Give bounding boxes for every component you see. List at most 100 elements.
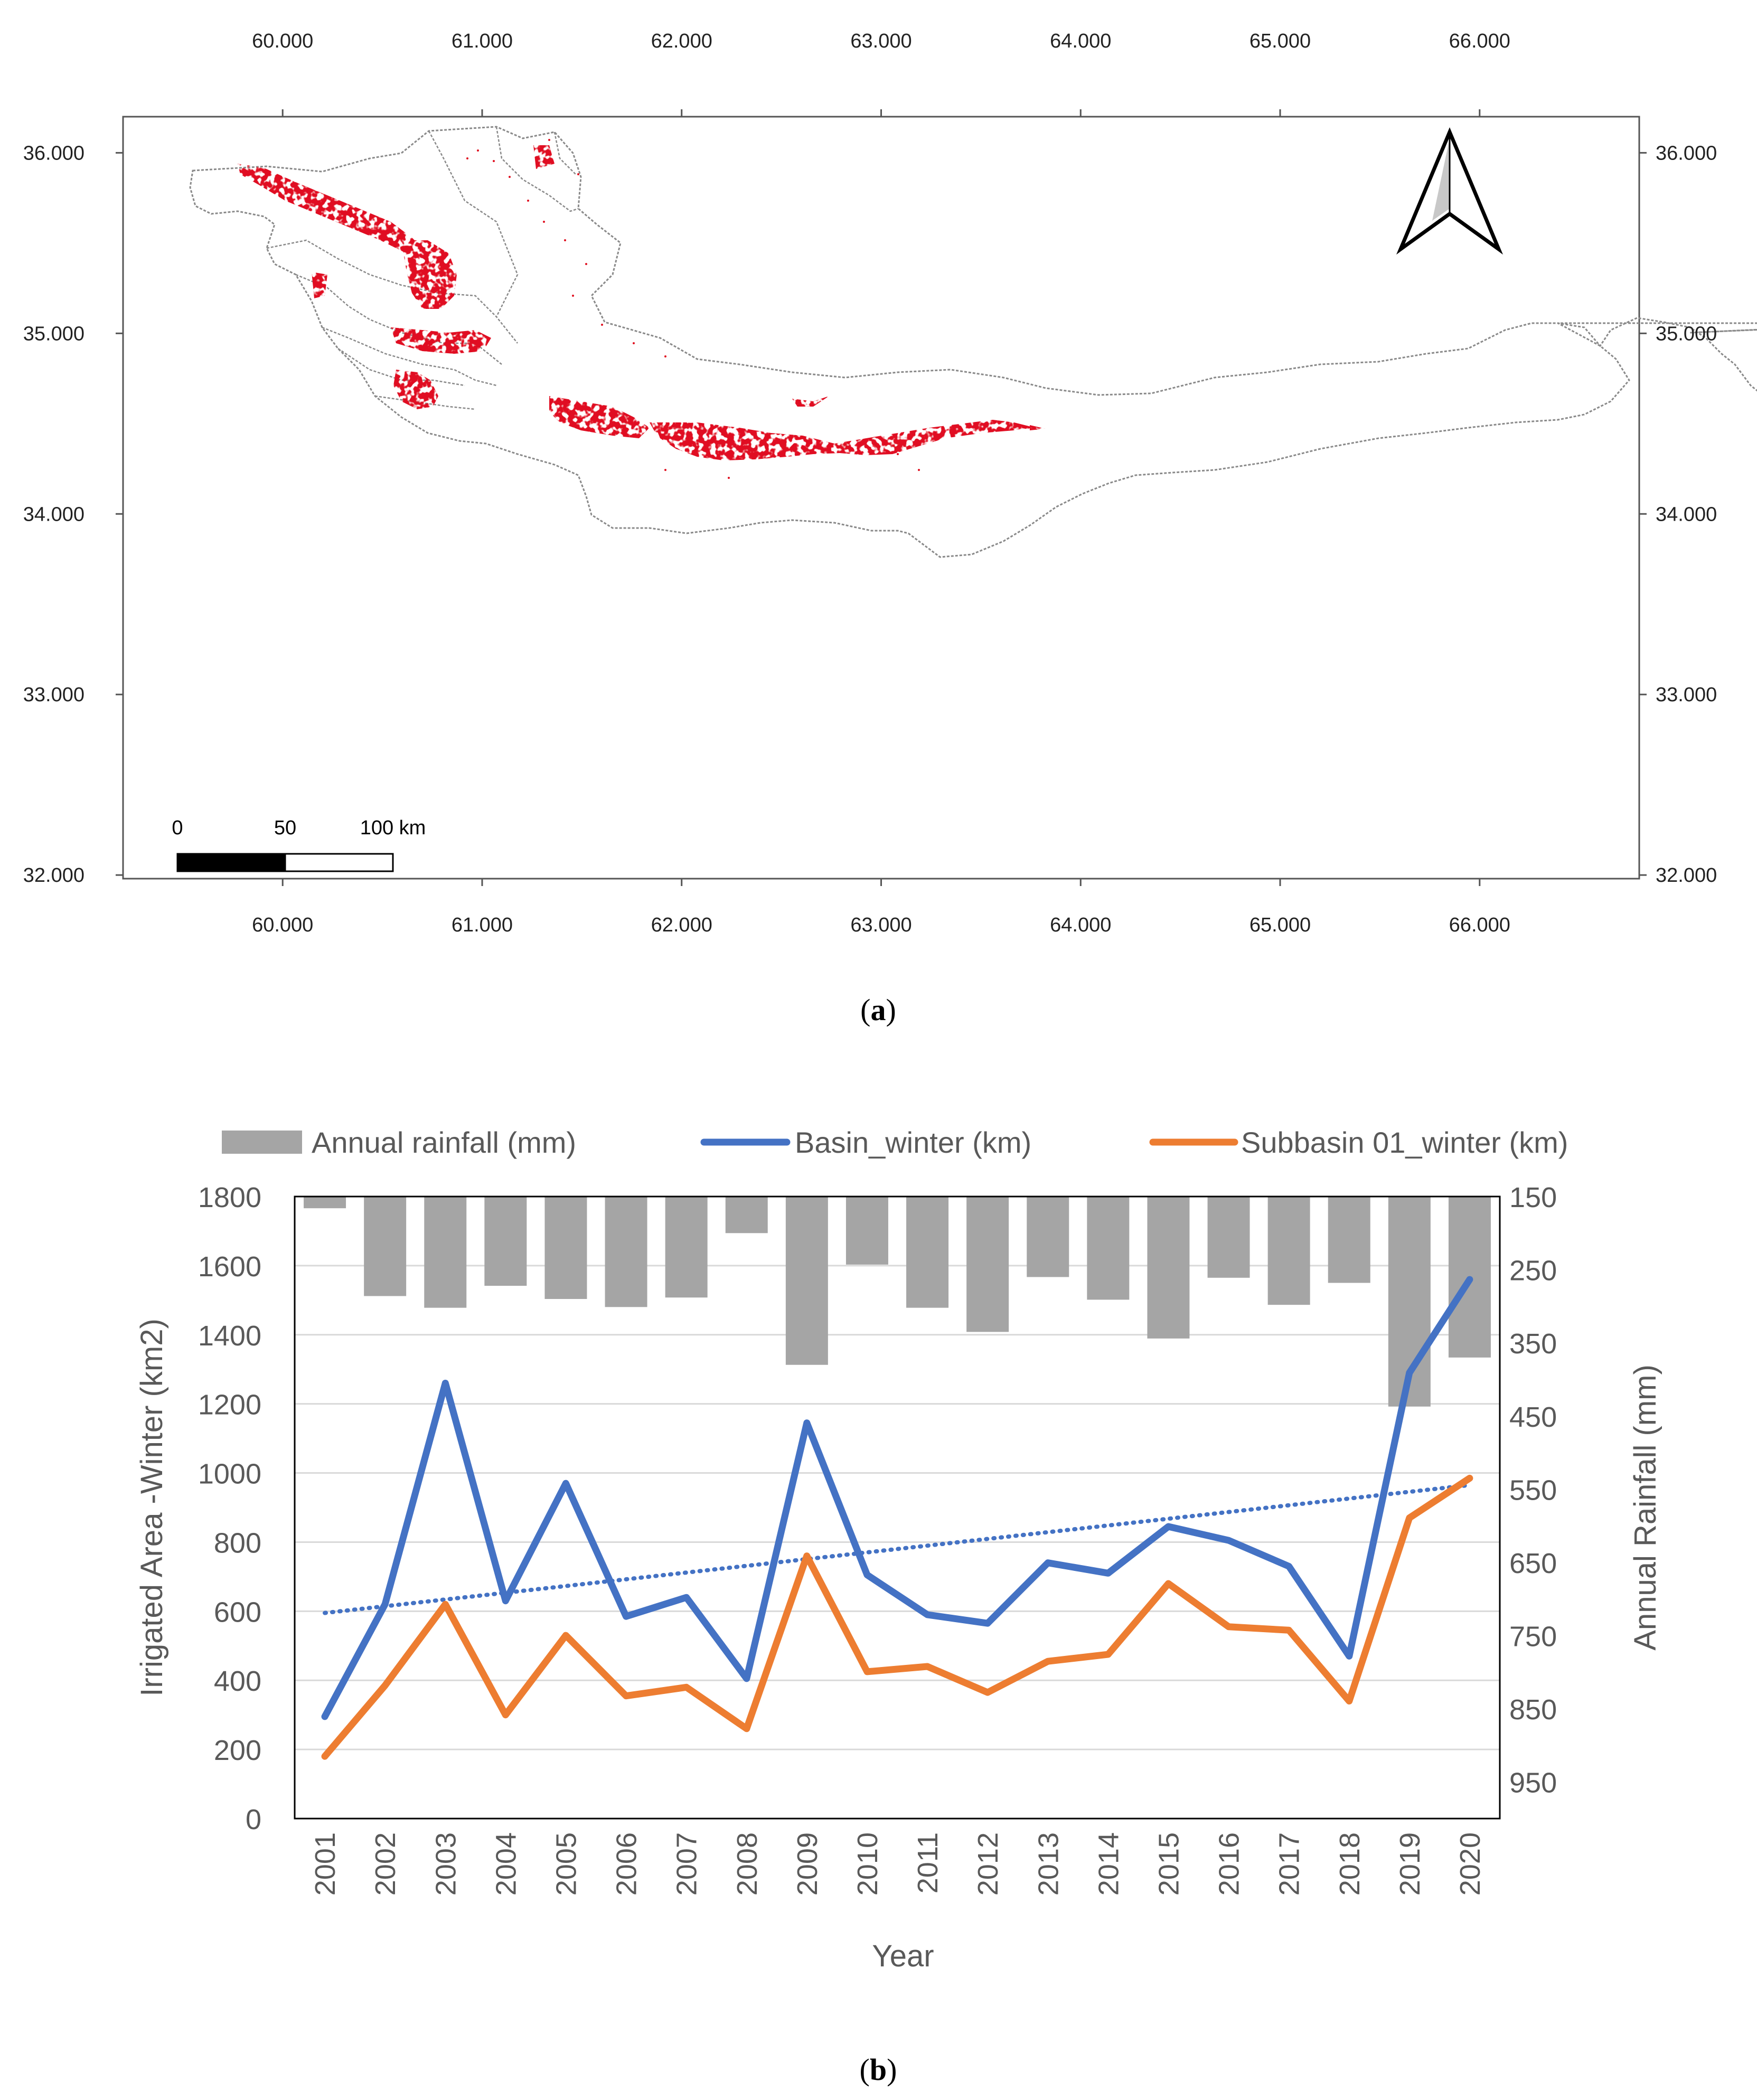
x-tick-label: 2019 [1394,1832,1426,1896]
rainfall-bar [906,1197,949,1308]
y2-tick-label: 350 [1509,1328,1557,1360]
scale-bar: 0 50 100 km [172,817,426,872]
caption-b: (b) [860,2052,897,2087]
y-tick-label: 800 [214,1527,261,1559]
y-tick-label: 1000 [198,1458,261,1490]
rainfall-bar [1027,1197,1069,1277]
rainfall-bar [785,1197,828,1365]
map-y-tick-label-right: 33.000 [1656,684,1717,706]
x-tick-label: 2017 [1274,1832,1305,1896]
scale-label-100-km: 100 km [360,817,426,839]
rainfall-bar [665,1197,708,1298]
map-x-tick-label-top: 65.000 [1249,30,1311,52]
x-axis-title: Year [872,1939,934,1973]
map-y-tick-label-left: 33.000 [23,684,84,706]
rainfall-bar [484,1197,527,1286]
map-y-tick-label-right: 32.000 [1656,864,1717,887]
y2-axis-title: Annual Rainfall (mm) [1628,1364,1662,1651]
y2-tick-label: 450 [1509,1401,1557,1433]
x-tick-label: 2016 [1214,1832,1245,1896]
x-tick-label: 2012 [972,1832,1004,1896]
chart-axes: 0 200 400 600 800 1000 1200 1400 1600 1800 150 250 3… [198,1182,1557,1896]
rainfall-bar [1147,1197,1190,1339]
map-frame [122,116,1640,880]
legend: Annual rainfall (mm) Basin_winter (km) Sub… [222,1126,1568,1159]
legend-label-rainfall: Annual rainfall (mm) [312,1126,576,1159]
map-y-tick-label-left: 35.000 [23,323,84,345]
rainfall-bar [966,1197,1009,1332]
map-y-tick-label-left: 36.000 [23,142,84,164]
rainfall-bar [1267,1197,1310,1305]
map-x-tick-label-bottom: 64.000 [1050,914,1111,936]
plot-area-frame [294,1195,1501,1820]
x-tick-label: 2007 [671,1832,703,1896]
rainfall-bar [424,1197,467,1308]
y2-tick-label: 150 [1509,1182,1557,1213]
map-x-tick-label-top: 64.000 [1050,30,1111,52]
y-tick-label: 1400 [198,1320,261,1352]
y2-tick-label: 850 [1509,1694,1557,1726]
y2-tick-label: 650 [1509,1548,1557,1579]
map-x-tick-label-top: 60.000 [252,30,313,52]
rainfall-bar [544,1197,587,1299]
rainfall-bar [845,1197,888,1265]
rainfall-bar [1207,1197,1250,1278]
y2-tick-label: 750 [1509,1621,1557,1653]
rainfall-bar [364,1197,407,1296]
map-x-tick-label-bottom: 65.000 [1249,914,1311,936]
y2-tick-label: 950 [1509,1767,1557,1799]
basin-trendline [323,1483,1472,1615]
x-tick-label: 2004 [490,1832,522,1896]
x-tick-label: 2020 [1454,1832,1486,1896]
y2-tick-label: 550 [1509,1474,1557,1506]
legend-label-subbasin: Subbasin 01_winter (km) [1241,1126,1568,1159]
map-x-tick-label-top: 63.000 [850,30,912,52]
y-tick-label: 1200 [198,1389,261,1421]
x-tick-label: 2011 [912,1832,944,1894]
y-tick-label: 200 [214,1735,261,1766]
legend-swatch-rainfall [222,1131,302,1154]
map-y-tick-label-right: 34.000 [1656,503,1717,525]
y-tick-label: 1800 [198,1182,261,1213]
map-axes: 60.000 60.000 61.000 61.000 62.000 62.000 63.0… [23,30,1717,936]
map-x-tick-label-top: 66.000 [1449,30,1510,52]
scale-label-0: 0 [172,817,183,839]
rainfall-bar [304,1197,346,1209]
x-tick-label: 2003 [430,1832,462,1896]
panel-a-map: 0 50 100 km 60.000 60.000 61.000 61.000 62.0… [23,30,1757,1027]
x-tick-label: 2005 [550,1832,582,1896]
y-tick-label: 0 [246,1804,261,1835]
legend-label-basin: Basin_winter (km) [795,1126,1031,1159]
map-x-tick-label-bottom: 66.000 [1449,914,1510,936]
x-tick-label: 2010 [852,1832,884,1896]
subbasin-01-winter-line [321,1474,1473,1760]
x-tick-label: 2018 [1334,1832,1366,1896]
map-x-tick-label-bottom: 60.000 [252,914,313,936]
map-y-tick-label-left: 34.000 [23,503,84,525]
irrigated-specks [466,139,920,479]
basin-winter-line [321,1276,1473,1720]
map-y-tick-label-right: 35.000 [1656,323,1717,345]
map-x-tick-label-top: 61.000 [452,30,513,52]
map-x-tick-label-bottom: 61.000 [452,914,513,936]
irrigated-areas [238,145,1046,460]
x-tick-label: 2008 [731,1832,763,1896]
y2-tick-label: 250 [1509,1255,1557,1287]
x-tick-label: 2015 [1153,1832,1185,1896]
x-tick-label: 2014 [1093,1832,1124,1896]
y-tick-label: 400 [214,1665,261,1697]
line-series [321,1276,1473,1760]
rainfall-bars [304,1197,1491,1407]
x-tick-label: 2009 [792,1832,823,1896]
north-arrow-icon [1396,127,1504,255]
x-tick-label: 2001 [309,1832,341,1896]
caption-a: (a) [860,993,896,1027]
panel-b-chart: 0 200 400 600 800 1000 1200 1400 1600 1800 150 250 3… [135,1126,1662,2087]
basin-boundary [189,126,1757,558]
y-tick-label: 600 [214,1596,261,1628]
x-tick-label: 2002 [370,1832,401,1896]
rainfall-bar [1328,1197,1370,1283]
y-axis-title: Irrigated Area -Winter (km2) [135,1319,169,1697]
x-tick-label: 2013 [1032,1832,1064,1896]
